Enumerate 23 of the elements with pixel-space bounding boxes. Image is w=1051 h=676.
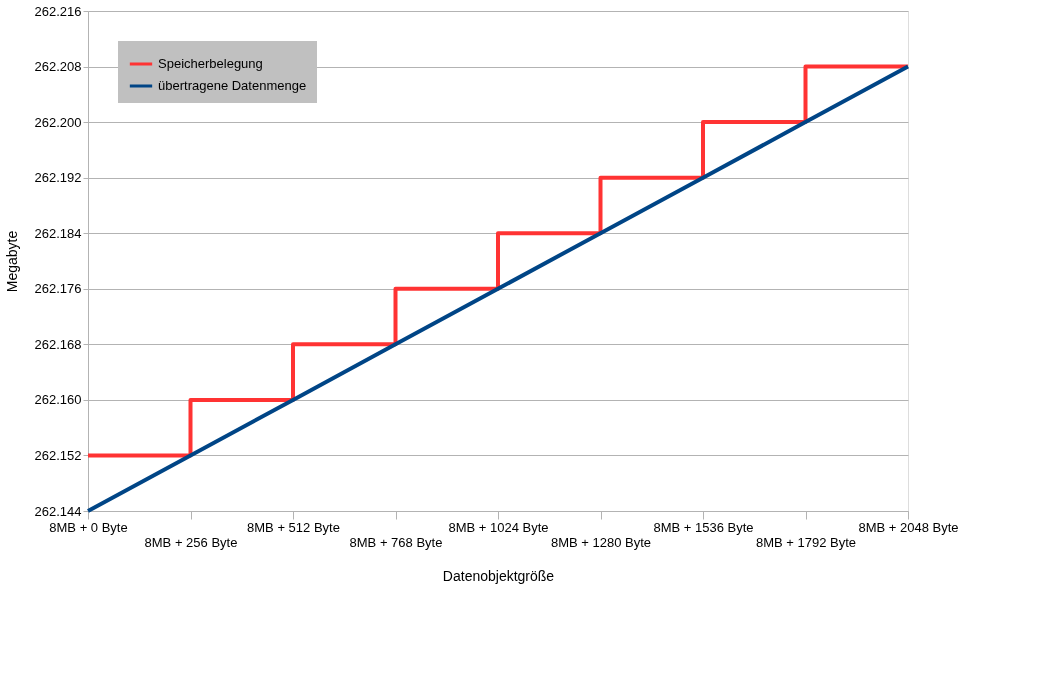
y-tick-label: 262.176 bbox=[34, 281, 82, 297]
x-tick-label: 8MB + 1536 Byte bbox=[653, 519, 754, 535]
x-tick-label: 8MB + 0 Byte bbox=[49, 519, 128, 535]
x-tick-label: 8MB + 1792 Byte bbox=[755, 534, 857, 550]
legend-label: Speicherbelegung bbox=[158, 56, 263, 71]
x-tick-label: 8MB + 1024 Byte bbox=[448, 519, 549, 535]
x-tick-label: 8MB + 512 Byte bbox=[247, 519, 340, 535]
y-tick-label: 262.152 bbox=[34, 447, 82, 463]
y-tick-label: 262.216 bbox=[34, 3, 82, 19]
y-tick-label: 262.144 bbox=[34, 503, 82, 519]
y-tick-label: 262.208 bbox=[34, 59, 82, 75]
legend-label: übertragene Datenmenge bbox=[158, 78, 307, 93]
x-tick-label: 8MB + 256 Byte bbox=[144, 534, 238, 550]
x-tick-label: 8MB + 1280 Byte bbox=[550, 534, 652, 550]
x-axis-title: Datenobjektgröße bbox=[442, 567, 555, 584]
y-tick-label: 262.160 bbox=[34, 392, 82, 408]
x-tick-label: 8MB + 768 Byte bbox=[349, 534, 443, 550]
y-tick-label: 262.184 bbox=[34, 225, 82, 241]
x-tick-label: 8MB + 2048 Byte bbox=[858, 519, 959, 535]
y-tick-label: 262.200 bbox=[34, 114, 82, 130]
y-tick-label: 262.168 bbox=[34, 336, 82, 352]
y-tick-label: 262.192 bbox=[34, 170, 82, 186]
y-axis-title: Megabyte bbox=[3, 230, 20, 293]
